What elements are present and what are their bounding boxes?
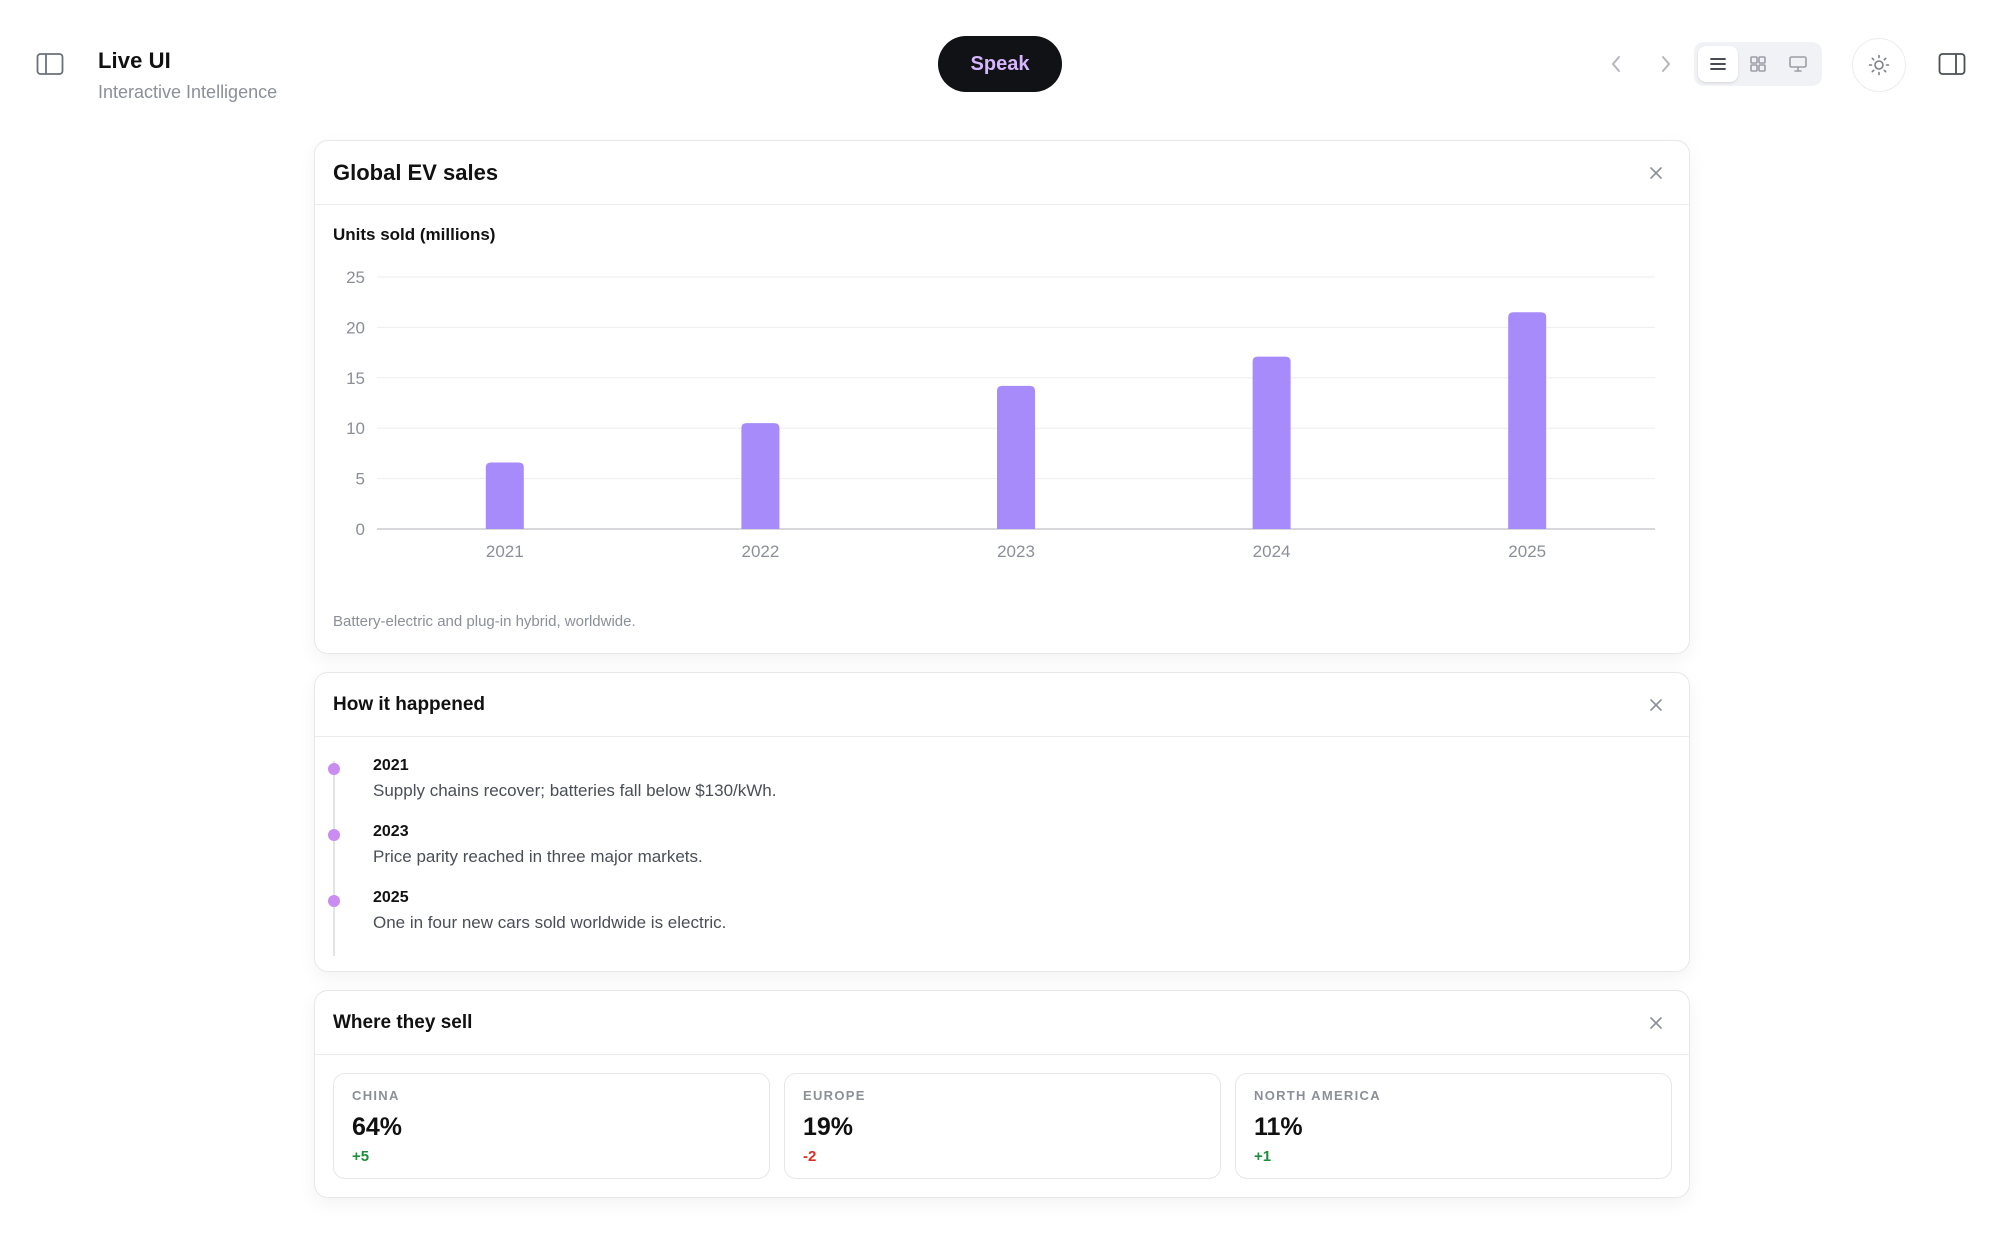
- event-year: 2023: [373, 823, 409, 840]
- app-subtitle: Interactive Intelligence: [98, 82, 278, 102]
- grid-view-icon[interactable]: [1738, 46, 1778, 82]
- close-icon[interactable]: [1641, 1008, 1671, 1038]
- speak-button[interactable]: Speak: [938, 36, 1062, 92]
- region-value: 11%: [1254, 1113, 1303, 1141]
- timeline-dot: [328, 829, 340, 841]
- region-value: 19%: [803, 1113, 854, 1141]
- y-tick-label: 25: [346, 268, 365, 287]
- chevron-left-icon[interactable]: [1600, 44, 1632, 84]
- y-tick-label: 5: [356, 470, 365, 489]
- chart-footnote: Battery-electric and plug-in hybrid, wor…: [333, 613, 636, 630]
- app-title: Live UI: [98, 48, 171, 73]
- card-header: How it happened: [315, 673, 1689, 737]
- bar-2024[interactable]: [1252, 356, 1291, 529]
- card-header: Global EV sales: [315, 141, 1689, 205]
- timeline-dot: [328, 895, 340, 907]
- sun-icon[interactable]: [1852, 38, 1906, 92]
- region-value: 64%: [352, 1113, 403, 1141]
- card-title: How it happened: [333, 693, 485, 715]
- event-text: Price parity reached in three major mark…: [373, 847, 703, 866]
- region-delta: -2: [803, 1148, 817, 1165]
- x-tick-label: 2025: [1508, 542, 1546, 561]
- region-label: CHINA: [352, 1088, 400, 1103]
- chevron-right-icon[interactable]: [1650, 44, 1682, 84]
- card-title: Global EV sales: [333, 159, 499, 185]
- bar-2025[interactable]: [1508, 312, 1547, 529]
- ev-sales-card: Global EV sales Units sold (millions) 0 5…: [314, 140, 1690, 654]
- sidebar-left-icon[interactable]: [30, 44, 70, 84]
- x-tick-label: 2021: [486, 542, 524, 561]
- y-tick-label: 0: [356, 520, 365, 539]
- event-year: 2021: [373, 757, 409, 774]
- x-tick-label: 2023: [997, 542, 1035, 561]
- event-text: Supply chains recover; batteries fall be…: [373, 781, 777, 800]
- bar-2022[interactable]: [741, 423, 780, 529]
- region-label: EUROPE: [803, 1088, 866, 1103]
- region-stats: CHINA 64% +5 EUROPE 19% -2 NORTH AMERICA…: [333, 1073, 1672, 1179]
- bar-2023[interactable]: [997, 385, 1035, 529]
- region-label: NORTH AMERICA: [1254, 1088, 1381, 1103]
- timeline-card: How it happened 2021 Supply chains recov…: [314, 672, 1690, 972]
- sidebar-right-icon[interactable]: [1932, 44, 1972, 84]
- timeline-rail: [333, 761, 335, 956]
- region-stat-europe: EUROPE 19% -2: [784, 1073, 1221, 1179]
- event-year: 2025: [373, 889, 409, 906]
- timeline-dot: [328, 763, 340, 775]
- monitor-view-icon[interactable]: [1778, 46, 1818, 82]
- y-tick-label: 15: [346, 369, 365, 388]
- x-tick-label: 2022: [741, 542, 779, 561]
- event-text: One in four new cars sold worldwide is e…: [373, 913, 727, 932]
- card-header: Where they sell: [315, 991, 1689, 1055]
- y-tick-label: 10: [346, 419, 365, 438]
- list-view-icon[interactable]: [1698, 46, 1738, 82]
- chart-heading: Units sold (millions): [333, 225, 496, 244]
- brand: Live UI Interactive Intelligence: [98, 48, 277, 103]
- view-switcher: [1694, 42, 1822, 86]
- timeline: 2021 Supply chains recover; batteries fa…: [315, 737, 1689, 973]
- y-tick-label: 20: [346, 318, 365, 337]
- card-title: Where they sell: [333, 1011, 473, 1033]
- region-delta: +1: [1254, 1148, 1272, 1165]
- x-tick-label: 2024: [1253, 542, 1291, 561]
- region-delta: +5: [352, 1148, 370, 1165]
- regions-card: Where they sell CHINA 64% +5 EUROPE 19% …: [314, 990, 1690, 1198]
- close-icon[interactable]: [1641, 690, 1671, 720]
- top-bar: Live UI Interactive Intelligence Speak: [0, 0, 2000, 130]
- region-stat-china: CHINA 64% +5: [333, 1073, 770, 1179]
- bar-2021[interactable]: [485, 462, 524, 529]
- close-icon[interactable]: [1641, 158, 1671, 188]
- region-stat-north-america: NORTH AMERICA 11% +1: [1235, 1073, 1672, 1179]
